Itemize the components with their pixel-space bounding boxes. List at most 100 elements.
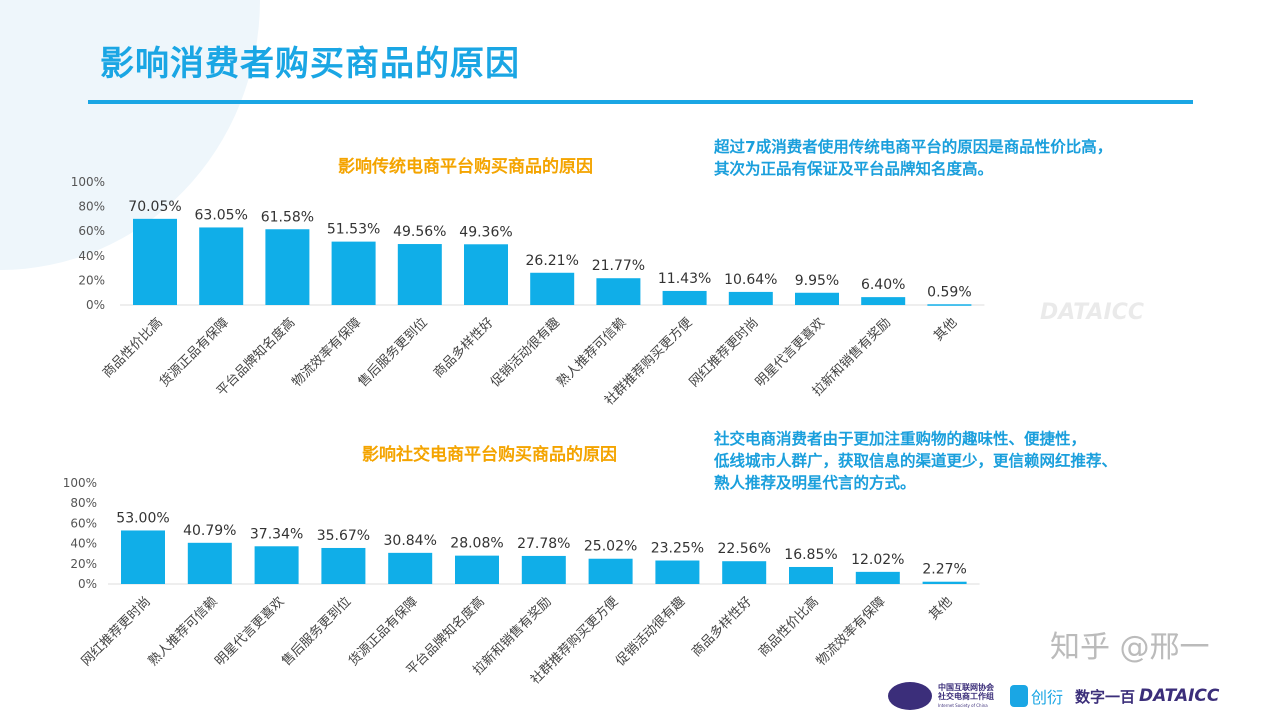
shuzi-logo: 数字一百	[1075, 687, 1136, 706]
bar	[855, 571, 900, 584]
data-label: 30.84%	[384, 533, 437, 549]
bar	[861, 297, 906, 305]
category-label: 商品性价比高	[99, 315, 165, 381]
note-line: 熟人推荐及明星代言的方式。	[714, 474, 916, 492]
data-label: 63.05%	[195, 207, 248, 223]
bar	[722, 561, 767, 584]
bar	[121, 530, 165, 584]
bar	[464, 244, 508, 305]
chuangyan-logo-icon	[1010, 685, 1028, 707]
bar	[397, 244, 442, 305]
bar	[655, 560, 700, 584]
note-social: 社交电商消费者由于更加注重购物的趣味性、便捷性， 低线城市人群广，获取信息的渠道…	[714, 428, 1117, 494]
bar	[922, 581, 967, 584]
y-tick-label: 80%	[78, 200, 105, 214]
data-label: 12.02%	[851, 552, 904, 568]
isc-logo-icon	[888, 682, 932, 710]
note-line: 低线城市人群广，获取信息的渠道更少，更信赖网红推荐、	[714, 452, 1118, 470]
category-label: 物流效率有保障	[813, 594, 889, 670]
data-label: 9.95%	[795, 273, 839, 289]
bar	[331, 241, 376, 305]
dataicc-logo: DATAICC	[1139, 686, 1220, 706]
bar	[662, 290, 707, 305]
category-label: 售后服务更到位	[355, 315, 431, 391]
bar	[388, 552, 433, 584]
category-label: 网红推荐更时尚	[686, 315, 762, 391]
zhihu-watermark: 知乎 @邢一	[1050, 630, 1210, 665]
bar	[455, 555, 499, 584]
bar	[265, 229, 310, 305]
data-label: 35.67%	[317, 528, 370, 544]
logo-line: 社交电商工作组	[938, 691, 994, 701]
category-label: 网红推荐更时尚	[78, 594, 154, 670]
note-line: 超过7成消费者使用传统电商平台的原因是商品性价比高，	[714, 138, 1113, 156]
data-label: 53.00%	[116, 510, 169, 526]
data-label: 49.36%	[459, 224, 512, 240]
data-label: 51.53%	[327, 222, 380, 238]
bar	[199, 227, 244, 305]
y-tick-label: 60%	[70, 516, 97, 530]
category-label: 促销活动很有趣	[488, 315, 563, 390]
category-label: 物流效率有保障	[289, 315, 365, 391]
chart1-title: 影响传统电商平台购买商品的原因	[338, 157, 593, 177]
y-tick-label: 60%	[78, 224, 105, 238]
data-label: 21.77%	[592, 258, 645, 274]
data-label: 28.08%	[450, 536, 503, 552]
title-underline	[88, 100, 1193, 104]
bar	[588, 558, 633, 584]
data-label: 6.40%	[861, 277, 905, 293]
y-tick-label: 100%	[71, 175, 105, 189]
bar	[927, 304, 972, 306]
bar	[521, 555, 566, 584]
data-label: 0.59%	[927, 284, 971, 300]
category-label: 其他	[931, 315, 960, 344]
bar	[596, 278, 641, 305]
bar	[254, 546, 299, 584]
category-label: 商品性价比高	[755, 594, 821, 660]
category-label: 货源正品有保障	[156, 315, 232, 391]
y-tick-label: 100%	[63, 476, 97, 490]
note-line: 其次为正品有保证及平台品牌知名度高。	[714, 160, 994, 178]
chart2-title: 影响社交电商平台购买商品的原因	[362, 445, 617, 465]
y-tick-label: 40%	[78, 249, 105, 263]
data-label: 23.25%	[651, 541, 704, 557]
data-label: 25.02%	[584, 539, 637, 555]
data-label: 10.64%	[724, 272, 777, 288]
logo-line: Internet Society of China	[938, 702, 988, 708]
bar	[728, 291, 773, 305]
data-label: 11.43%	[658, 271, 711, 287]
y-tick-label: 20%	[70, 557, 97, 571]
bar	[789, 566, 833, 584]
category-label: 商品多样性好	[430, 315, 496, 381]
data-label: 22.56%	[718, 541, 771, 557]
y-tick-label: 20%	[78, 273, 105, 287]
data-label: 27.78%	[517, 536, 570, 552]
logo-line: 中国互联网协会	[938, 682, 994, 692]
note-traditional: 超过7成消费者使用传统电商平台的原因是商品性价比高， 其次为正品有保证及平台品牌…	[714, 136, 1112, 180]
page-title: 影响消费者购买商品的原因	[100, 44, 520, 84]
category-label: 促销活动很有趣	[613, 594, 688, 669]
y-tick-label: 0%	[78, 577, 97, 591]
data-label: 37.34%	[250, 526, 303, 542]
category-label: 货源正品有保障	[345, 594, 421, 670]
isc-logo-text: 中国互联网协会 社交电商工作组 Internet Society of Chin…	[938, 683, 994, 710]
data-label: 70.05%	[128, 199, 181, 215]
category-label: 明星代言更喜欢	[753, 315, 828, 390]
bar	[530, 272, 575, 305]
bar	[795, 292, 839, 305]
category-label: 售后服务更到位	[279, 594, 355, 670]
bar	[321, 547, 366, 584]
category-label: 明星代言更喜欢	[212, 594, 287, 669]
category-label: 熟人推荐可信赖	[145, 594, 221, 670]
data-label: 16.85%	[784, 547, 837, 563]
y-tick-label: 0%	[86, 298, 105, 312]
category-label: 熟人推荐可信赖	[554, 315, 630, 391]
bar	[187, 542, 232, 584]
y-tick-label: 80%	[70, 496, 97, 510]
data-label: 2.27%	[922, 562, 966, 578]
category-label: 商品多样性好	[689, 594, 755, 660]
data-label: 26.21%	[526, 253, 579, 269]
chuangyan-logo-text: 创衍	[1031, 688, 1064, 707]
note-line: 社交电商消费者由于更加注重购物的趣味性、便捷性，	[714, 430, 1087, 448]
